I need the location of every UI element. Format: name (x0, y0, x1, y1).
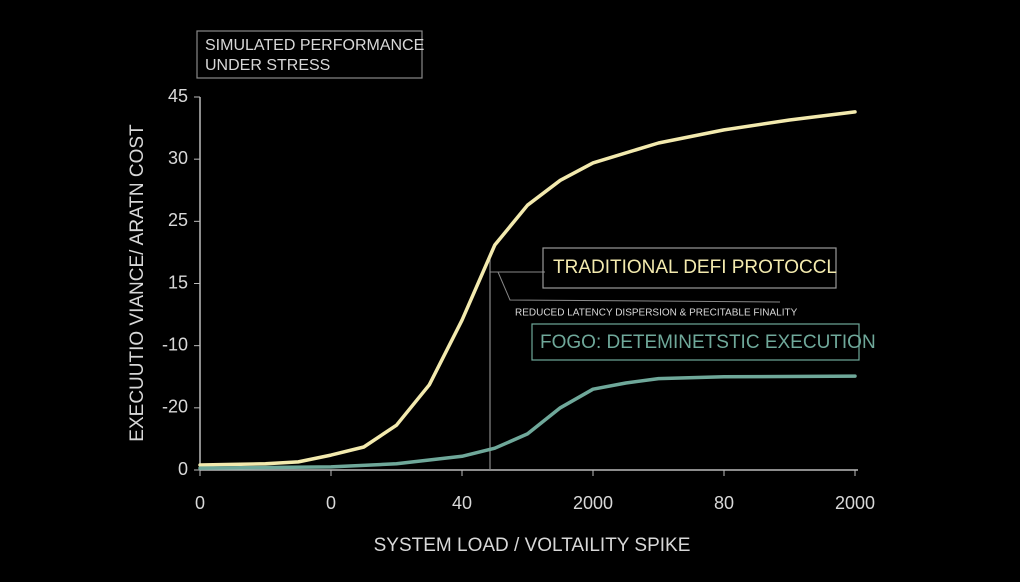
annotation: REDUCED LATENCY DISPERSION & PRECITABLE … (515, 308, 798, 319)
x-tick-label: 2000 (835, 493, 875, 513)
x-axis-label: SYSTEM LOAD / VOLTAILITY SPIKE (374, 535, 691, 556)
x-tick-label: 80 (714, 493, 734, 513)
y-tick-label: -20 (162, 397, 188, 417)
y-tick-label: 30 (168, 148, 188, 168)
x-tick-label: 0 (326, 493, 336, 513)
leader-line (497, 271, 781, 303)
y-tick-label: 15 (168, 272, 188, 292)
legend-box (542, 247, 837, 289)
series-line (198, 374, 857, 470)
series-line (198, 110, 857, 467)
chart-title: UNDER STRESS (205, 57, 330, 74)
chart-title: SIMULATED PERFORMANCE (205, 37, 424, 54)
y-tick-label: -10 (162, 334, 188, 354)
legend-box (531, 323, 860, 361)
y-axis-label: EXECUUTIO VIANCE/ ARATN COST (127, 124, 148, 442)
legend-label: TRADITIONAL DEFI PROTOCCL (553, 257, 837, 278)
x-tick-label: 2000 (573, 493, 613, 513)
legend-label: FOGO: DETEMINETSTIC EXECUTION (540, 332, 876, 353)
y-tick-label: 25 (168, 210, 188, 230)
y-tick-label: 45 (168, 86, 188, 106)
x-tick-label: 0 (195, 493, 205, 513)
x-tick-label: 40 (452, 493, 472, 513)
title-box (196, 30, 423, 79)
y-tick-label: 0 (178, 459, 188, 479)
